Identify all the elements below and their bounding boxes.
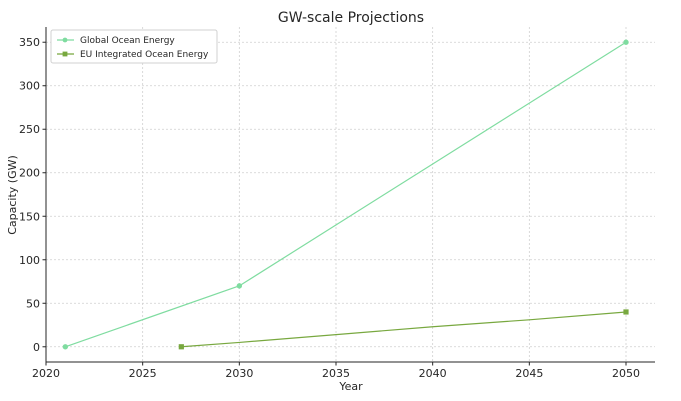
x-ticks: 2020 2025 2030 2035 2040 2045 2050 — [32, 362, 640, 380]
x-tick-label: 2035 — [322, 367, 350, 380]
data-point-1 — [623, 309, 629, 315]
y-tick-label: 250 — [19, 123, 40, 136]
x-tick-label: 2025 — [129, 367, 157, 380]
axes — [45, 27, 655, 363]
x-tick-label: 2050 — [612, 367, 640, 380]
y-tick-label: 150 — [19, 210, 40, 223]
x-tick-label: 2030 — [225, 367, 253, 380]
x-tick-label: 2045 — [515, 367, 543, 380]
x-tick-label: 2040 — [419, 367, 447, 380]
legend-marker-eu — [62, 51, 68, 57]
legend-box — [50, 29, 218, 64]
x-tick-label: 2020 — [32, 367, 60, 380]
series-line-1 — [181, 311, 627, 348]
y-tick-label: 50 — [26, 297, 40, 310]
y-tick-label: 200 — [19, 167, 40, 180]
legend-label-eu: EU Integrated Ocean Energy — [80, 50, 209, 60]
legend-label-global: Global Ocean Energy — [80, 36, 175, 46]
legend-marker-global — [62, 37, 68, 43]
y-tick-label: 350 — [19, 36, 40, 49]
y-axis-label: Capacity (GW) — [6, 155, 19, 235]
y-tick-label: 100 — [19, 254, 40, 267]
grid-lines — [45, 27, 655, 362]
chart-title: GW-scale Projections — [278, 10, 424, 26]
y-ticks: 0 50 100 150 200 250 300 350 — [19, 36, 46, 354]
data-point-0 — [623, 39, 629, 45]
data-point-1 — [178, 344, 184, 350]
y-tick-label: 0 — [33, 341, 40, 354]
y-tick-label: 300 — [19, 80, 40, 93]
x-axis-label: Year — [338, 380, 363, 393]
series-layer — [62, 39, 629, 350]
data-point-0 — [236, 283, 243, 289]
series-line-0 — [65, 41, 627, 348]
legend: Global Ocean Energy EU Integrated Ocean … — [50, 29, 218, 64]
data-point-0 — [62, 344, 69, 350]
